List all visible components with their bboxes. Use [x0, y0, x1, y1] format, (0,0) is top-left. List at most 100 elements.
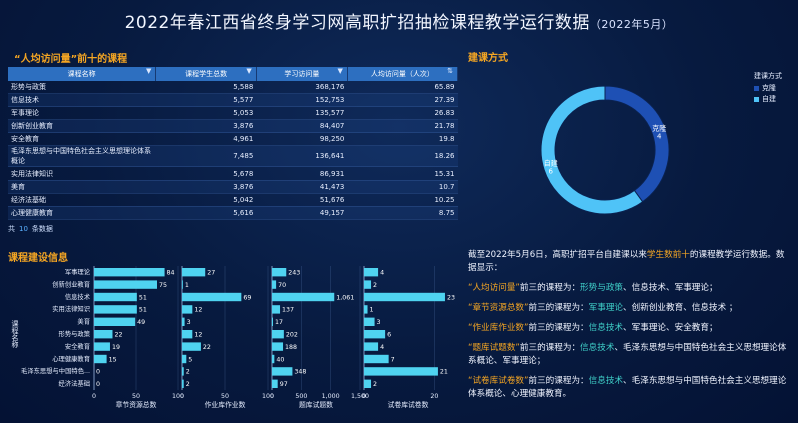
bar[interactable] [182, 305, 193, 314]
col-header-avg-visits[interactable]: 人均访问量（人次） ⇅ [347, 67, 459, 81]
bar-value-label: 51 [139, 307, 147, 314]
bar[interactable] [182, 379, 184, 388]
bar[interactable] [94, 292, 137, 302]
bar-value-label: 0 [96, 369, 100, 376]
table-row[interactable]: 实用法律知识 5,678 86,931 15.31 [8, 166, 458, 181]
cell-course: 心理健康教育 [8, 206, 156, 220]
sort-icon[interactable]: ⇅ [447, 67, 453, 75]
build-method-donut-chart: 克隆4 自建6 [540, 85, 670, 215]
bar[interactable] [272, 330, 284, 339]
table-row[interactable]: 形势与政策 5,588 368,176 65.89 [8, 81, 458, 95]
bar[interactable] [364, 268, 379, 277]
bar-category-label: 军事理论 [65, 267, 91, 276]
bar-value-label: 5 [188, 356, 192, 363]
bar[interactable] [94, 330, 113, 339]
bar[interactable] [182, 330, 193, 339]
col-header-students[interactable]: 课程学生总数 ▼ [155, 67, 257, 81]
cell-avg-visits: 8.75 [347, 206, 458, 220]
cell-visits: 135,577 [256, 106, 348, 121]
bar[interactable] [182, 342, 201, 351]
bar-value-label: 2 [373, 381, 377, 388]
bar[interactable] [364, 305, 368, 314]
filter-icon[interactable]: ▼ [246, 67, 252, 75]
bar-value-label: 7 [391, 356, 395, 363]
cell-visits: 41,473 [256, 180, 348, 194]
bar[interactable] [364, 317, 375, 326]
table-row[interactable]: 美育 3,876 41,473 10.7 [8, 180, 458, 194]
bar[interactable] [272, 379, 278, 388]
cell-avg-visits: 18.26 [347, 145, 458, 168]
bar[interactable] [364, 342, 379, 351]
bar[interactable] [94, 354, 107, 364]
bar[interactable] [182, 268, 206, 277]
table-row[interactable]: 心理健康教育 5,616 49,157 8.75 [8, 206, 458, 220]
bar-tick-label: 100 [262, 393, 274, 400]
filter-icon[interactable]: ▼ [337, 67, 343, 75]
cell-students: 5,588 [155, 81, 257, 95]
cell-avg-visits: 26.83 [347, 106, 458, 121]
summary-chapter-resources: “章节资源总数”前三的课程为：军事理论、创新创业教育、信息技术 ； [468, 303, 738, 313]
cell-avg-visits: 21.78 [347, 119, 458, 134]
bar-value-label: 188 [285, 344, 297, 351]
bar-value-label: 51 [139, 294, 147, 301]
bar[interactable] [182, 280, 183, 289]
bar[interactable] [272, 305, 281, 314]
table-row[interactable]: 毛泽东思想与中国特色社会主义思想理论体系概论 7,485 136,641 18.26 [8, 145, 458, 168]
table-row[interactable]: 军事理论 5,053 135,577 26.83 [8, 106, 458, 121]
bar-tick-label: 0 [362, 393, 366, 400]
bar[interactable] [182, 367, 184, 376]
filter-icon[interactable]: ▼ [145, 67, 152, 75]
bar[interactable] [364, 354, 389, 364]
col-header-visits[interactable]: 学习访问量 ▼ [256, 67, 348, 81]
bar[interactable] [94, 305, 137, 314]
bar-value-label: 27 [207, 270, 215, 277]
bar-category-label: 实用法律知识 [52, 304, 90, 313]
bar-tick-label: 20 [430, 393, 438, 400]
bar-value-label: 2 [186, 369, 190, 376]
bar[interactable] [272, 280, 277, 289]
bar-tick-label: 0 [180, 393, 184, 400]
bar[interactable] [182, 292, 242, 302]
bar[interactable] [182, 317, 185, 326]
cell-students: 4,961 [155, 132, 257, 147]
donut-slice-value: 4 [657, 132, 662, 140]
bar[interactable] [364, 379, 372, 388]
bar[interactable] [364, 367, 438, 376]
bar-tick-label: 50 [132, 393, 140, 400]
bar-value-label: 4 [380, 344, 384, 351]
summary-intro: 截至2022年5月6日，高职扩招平台自建课以来学生数前十的课程教学运行数据。数据… [468, 250, 785, 273]
bar[interactable] [272, 268, 287, 277]
bar[interactable] [94, 268, 165, 277]
bar-tick-label: 500 [295, 393, 307, 400]
col-header-course[interactable]: 课程名称 ▼ [8, 67, 157, 81]
cell-visits: 368,176 [256, 81, 348, 95]
bar[interactable] [182, 354, 187, 364]
bar[interactable] [272, 317, 273, 326]
donut-slice-1[interactable] [540, 85, 644, 215]
table-row[interactable]: 信息技术 5,577 152,753 27.39 [8, 93, 458, 108]
bar[interactable] [272, 292, 335, 302]
bar[interactable] [364, 330, 386, 339]
bar[interactable] [272, 342, 284, 351]
bar-value-label: 22 [114, 332, 122, 339]
table-row[interactable]: 经济法基础 5,042 51,676 10.25 [8, 193, 458, 207]
table-row[interactable]: 安全教育 4,961 98,250 19.8 [8, 132, 458, 147]
bar-value-label: 202 [286, 332, 298, 339]
bar[interactable] [94, 280, 157, 289]
legend-item-self-built[interactable]: 自建 [754, 94, 782, 104]
bar[interactable] [272, 354, 275, 364]
legend-item-clone[interactable]: 克隆 [754, 83, 782, 93]
bar-value-label: 22 [203, 344, 211, 351]
bar[interactable] [364, 292, 445, 302]
donut-slice-0[interactable] [604, 85, 670, 203]
bar-value-label: 3 [377, 319, 381, 326]
bar[interactable] [94, 317, 136, 326]
bar-section-title: 课程建设信息 [8, 253, 68, 264]
table-row[interactable]: 创新创业教育 3,876 84,407 21.78 [8, 119, 458, 134]
bar[interactable] [272, 367, 293, 376]
bar[interactable] [94, 342, 110, 351]
cell-students: 3,876 [155, 180, 257, 194]
bar[interactable] [364, 280, 372, 289]
cell-students: 3,876 [155, 119, 257, 134]
bar-value-label: 12 [194, 307, 202, 314]
